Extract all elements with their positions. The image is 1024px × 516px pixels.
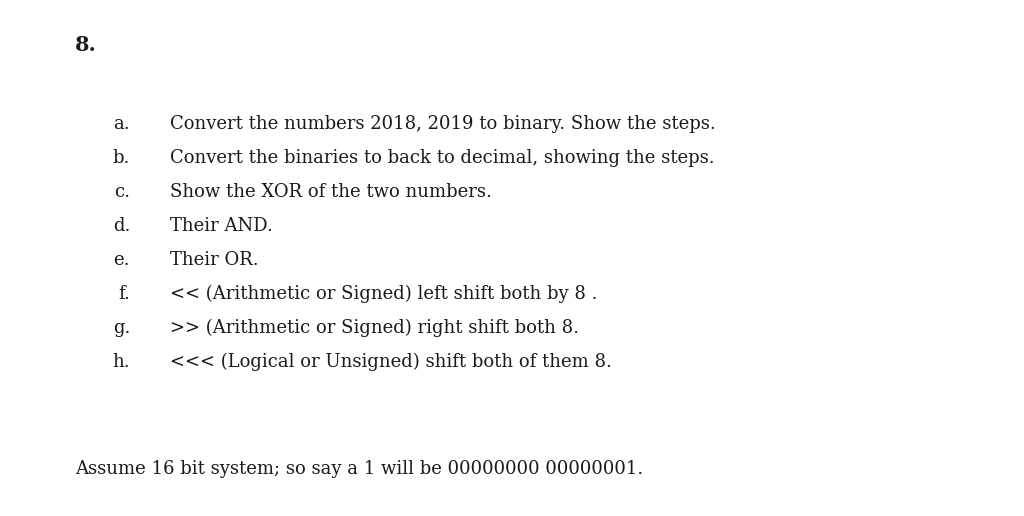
Text: h.: h.: [113, 353, 130, 371]
Text: Convert the numbers 2018, 2019 to binary. Show the steps.: Convert the numbers 2018, 2019 to binary…: [170, 115, 716, 133]
Text: Their OR.: Their OR.: [170, 251, 259, 269]
Text: >> (Arithmetic or Signed) right shift both 8.: >> (Arithmetic or Signed) right shift bo…: [170, 319, 579, 337]
Text: g.: g.: [113, 319, 130, 337]
Text: << (Arithmetic or Signed) left shift both by 8 .: << (Arithmetic or Signed) left shift bot…: [170, 285, 597, 303]
Text: a.: a.: [114, 115, 130, 133]
Text: Assume 16 bit system; so say a 1 will be 00000000 00000001.: Assume 16 bit system; so say a 1 will be…: [75, 460, 643, 478]
Text: f.: f.: [118, 285, 130, 303]
Text: Show the XOR of the two numbers.: Show the XOR of the two numbers.: [170, 183, 492, 201]
Text: c.: c.: [114, 183, 130, 201]
Text: e.: e.: [114, 251, 130, 269]
Text: Convert the binaries to back to decimal, showing the steps.: Convert the binaries to back to decimal,…: [170, 149, 715, 167]
Text: d.: d.: [113, 217, 130, 235]
Text: 8.: 8.: [75, 35, 97, 55]
Text: b.: b.: [113, 149, 130, 167]
Text: Their AND.: Their AND.: [170, 217, 272, 235]
Text: <<< (Logical or Unsigned) shift both of them 8.: <<< (Logical or Unsigned) shift both of …: [170, 353, 612, 371]
